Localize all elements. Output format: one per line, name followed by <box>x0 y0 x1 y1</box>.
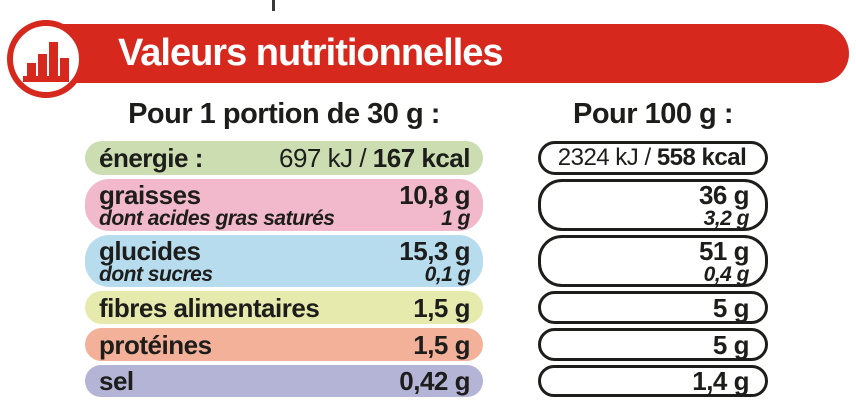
row-energie-portion: énergie : 697 kJ / 167 kcal <box>85 141 483 175</box>
bar-chart-icon <box>23 42 69 82</box>
portion-column: énergie : 697 kJ / 167 kcal graisses 10,… <box>85 141 483 397</box>
crop-tick-mark <box>272 0 275 11</box>
fibres-label: fibres alimentaires <box>99 292 320 323</box>
row-graisses-portion: graisses 10,8 g dont acides gras saturés… <box>85 179 483 231</box>
row-fibres-portion: fibres alimentaires 1,5 g <box>85 291 483 324</box>
sucres-portion-value: 0,1 g <box>424 262 471 286</box>
row-proteines-per100g: 5 g <box>538 328 768 361</box>
proteines-per100g-value: 5 g <box>712 329 750 360</box>
glucides-per100g-value: 51 g <box>698 235 750 266</box>
header-banner: Valeurs nutritionnelles <box>46 24 849 83</box>
acides-gras-satures-portion-value: 1 g <box>441 206 470 230</box>
glucides-label: glucides <box>99 235 201 266</box>
energie-label: énergie : <box>99 143 203 173</box>
sel-portion-value: 0,42 g <box>399 366 470 396</box>
row-sel-per100g: 1,4 g <box>538 365 768 397</box>
energie-portion-value: 697 kJ / 167 kcal <box>279 143 471 173</box>
sucres-per100g-value: 0,4 g <box>703 262 750 286</box>
acides-gras-satures-per100g-value: 3,2 g <box>703 206 750 230</box>
proteines-label: protéines <box>99 329 212 360</box>
nutrition-logo <box>7 20 85 98</box>
energie-per100g-value: 2324 kJ / 558 kcal <box>557 144 747 171</box>
row-graisses-per100g: 36 g 3,2 g <box>538 179 768 231</box>
row-proteines-portion: protéines 1,5 g <box>85 328 483 361</box>
glucides-portion-value: 15,3 g <box>399 235 470 266</box>
sucres-label: dont sucres <box>99 262 213 286</box>
page-title: Valeurs nutritionnelles <box>118 32 504 74</box>
row-glucides-portion: glucides 15,3 g dont sucres 0,1 g <box>85 235 483 287</box>
fibres-per100g-value: 5 g <box>712 292 750 323</box>
row-fibres-per100g: 5 g <box>538 291 768 324</box>
graisses-per100g-value: 36 g <box>698 179 750 210</box>
graisses-label: graisses <box>99 179 201 210</box>
per100g-column-header: Pour 100 g : <box>573 98 734 130</box>
fibres-portion-value: 1,5 g <box>413 292 470 323</box>
per100g-column: 2324 kJ / 558 kcal 36 g 3,2 g 51 g 0,4 g… <box>538 141 768 397</box>
graisses-portion-value: 10,8 g <box>399 179 470 210</box>
row-energie-per100g: 2324 kJ / 558 kcal <box>538 141 768 175</box>
sel-per100g-value: 1,4 g <box>692 366 749 396</box>
acides-gras-satures-label: dont acides gras saturés <box>99 206 335 230</box>
row-sel-portion: sel 0,42 g <box>85 365 483 397</box>
sel-label: sel <box>99 366 134 396</box>
portion-column-header: Pour 1 portion de 30 g : <box>128 98 440 130</box>
proteines-portion-value: 1,5 g <box>413 329 470 360</box>
row-glucides-per100g: 51 g 0,4 g <box>538 235 768 287</box>
